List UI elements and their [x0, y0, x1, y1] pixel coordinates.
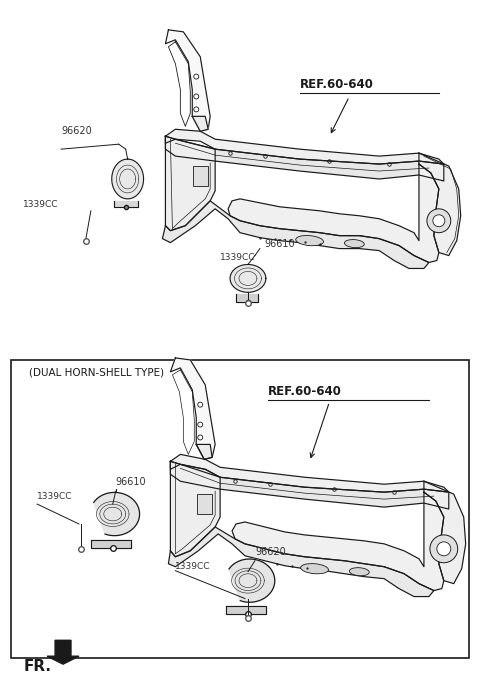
Bar	[193, 166, 208, 186]
Text: FR.: FR.	[23, 659, 51, 674]
Text: 1339CC: 1339CC	[220, 253, 256, 262]
Circle shape	[194, 107, 199, 112]
Text: REF.60-640: REF.60-640	[268, 384, 342, 398]
Polygon shape	[232, 492, 444, 591]
Polygon shape	[196, 444, 212, 459]
Circle shape	[433, 214, 445, 227]
Polygon shape	[236, 294, 258, 303]
Polygon shape	[230, 264, 266, 292]
Text: 1339CC: 1339CC	[175, 561, 211, 570]
Polygon shape	[112, 159, 144, 199]
Text: (DUAL HORN-SHELL TYPE): (DUAL HORN-SHELL TYPE)	[29, 368, 164, 378]
Text: 96620: 96620	[255, 547, 286, 557]
Polygon shape	[166, 30, 210, 131]
Circle shape	[198, 435, 203, 440]
Polygon shape	[114, 201, 138, 207]
Polygon shape	[94, 493, 140, 536]
Text: 96610: 96610	[265, 239, 296, 248]
Ellipse shape	[300, 564, 328, 574]
Polygon shape	[226, 607, 266, 614]
Polygon shape	[424, 481, 466, 584]
Text: 1339CC: 1339CC	[23, 200, 59, 209]
Text: 96610: 96610	[116, 477, 146, 487]
Polygon shape	[170, 455, 449, 492]
Polygon shape	[228, 164, 439, 262]
Polygon shape	[170, 358, 215, 459]
Circle shape	[437, 542, 451, 556]
Circle shape	[430, 535, 458, 563]
Polygon shape	[168, 527, 434, 597]
Polygon shape	[166, 136, 444, 181]
Circle shape	[194, 94, 199, 99]
Text: 1339CC: 1339CC	[37, 492, 72, 501]
Bar	[197, 494, 212, 514]
Text: REF.60-640: REF.60-640	[300, 78, 373, 92]
Polygon shape	[170, 462, 449, 509]
Circle shape	[194, 74, 199, 79]
Ellipse shape	[345, 239, 364, 248]
Polygon shape	[170, 462, 220, 557]
Polygon shape	[162, 201, 429, 269]
Ellipse shape	[296, 235, 324, 246]
Circle shape	[198, 403, 203, 407]
Text: 96620: 96620	[61, 126, 92, 136]
Polygon shape	[229, 559, 275, 602]
Polygon shape	[192, 117, 208, 131]
Ellipse shape	[349, 568, 369, 576]
Bar	[12, 360, 468, 658]
Polygon shape	[166, 129, 444, 164]
Polygon shape	[91, 540, 131, 548]
Polygon shape	[419, 153, 461, 255]
Circle shape	[427, 209, 451, 232]
Polygon shape	[47, 641, 79, 664]
Circle shape	[198, 422, 203, 427]
Polygon shape	[166, 136, 215, 230]
